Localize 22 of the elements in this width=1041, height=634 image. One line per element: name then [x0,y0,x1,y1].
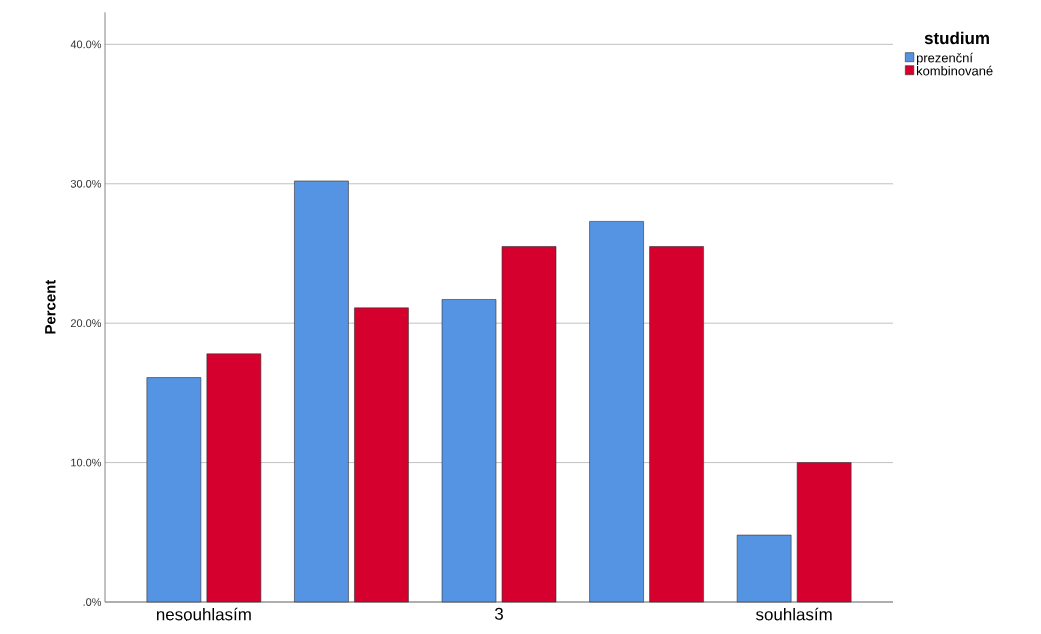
y-tick-label: 40.0% [70,40,102,49]
y-tick-label: 30.0% [70,179,102,188]
x-tick-label: 3 [494,607,503,620]
bar [206,353,262,603]
bar [501,246,557,603]
legend-label: kombinované [917,65,993,76]
legend-label: prezenční [916,52,973,66]
legend-title: studium [924,31,989,45]
bar [796,462,852,603]
y-tick-label: .0% [83,598,102,606]
bar [146,377,202,603]
bar [589,221,644,603]
bar [294,180,349,603]
x-tick-label: souhlasím [756,607,832,621]
bar [736,534,792,603]
x-tick-label: nesouhlasím [156,607,251,621]
y-axis-title: Percent [45,279,56,334]
y-tick-label: 10.0% [71,458,102,467]
bar [441,299,497,603]
y-tick-label: 20.0% [70,319,102,328]
bar [649,246,704,603]
bar [354,307,409,603]
